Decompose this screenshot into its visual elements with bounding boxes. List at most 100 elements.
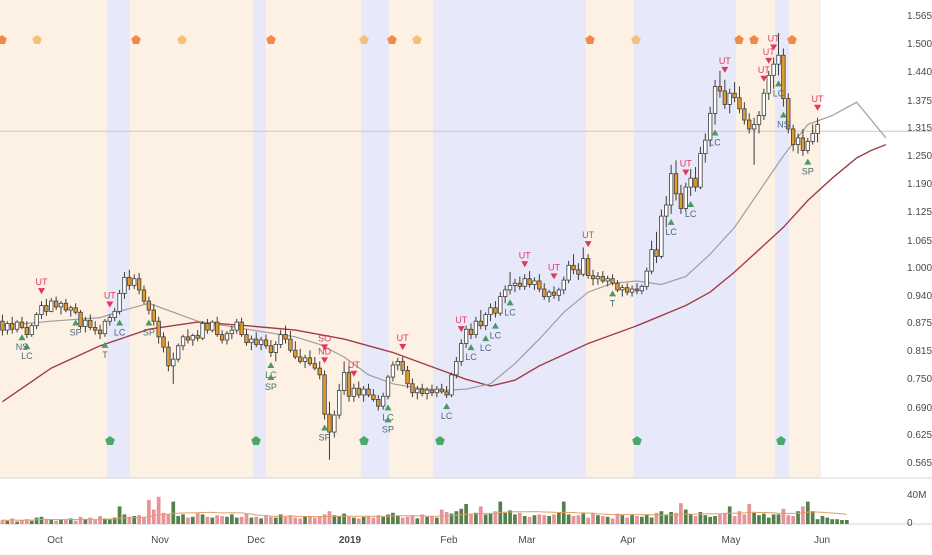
- candle-body[interactable]: [258, 339, 264, 345]
- candle-body[interactable]: [571, 264, 576, 271]
- candle-body[interactable]: [673, 173, 679, 195]
- candle-body[interactable]: [815, 124, 820, 134]
- candle-body[interactable]: [83, 319, 88, 327]
- candle-body[interactable]: [200, 323, 205, 339]
- candle-body[interactable]: [493, 307, 498, 314]
- candle-body[interactable]: [302, 357, 308, 362]
- candle-body[interactable]: [136, 278, 142, 291]
- candle-body[interactable]: [68, 307, 73, 311]
- candle-body[interactable]: [400, 361, 405, 371]
- candle-body[interactable]: [395, 361, 400, 366]
- candle-body[interactable]: [337, 390, 342, 416]
- candle-body[interactable]: [376, 399, 381, 407]
- candle-body[interactable]: [805, 141, 810, 151]
- candle-body[interactable]: [268, 345, 274, 353]
- candle-body[interactable]: [600, 276, 605, 282]
- candle-body[interactable]: [239, 321, 244, 336]
- candle-body[interactable]: [542, 288, 547, 298]
- candle-body[interactable]: [688, 177, 693, 188]
- candle-body[interactable]: [49, 300, 54, 312]
- candle-body[interactable]: [800, 137, 806, 151]
- candle-body[interactable]: [463, 328, 469, 344]
- candle-body[interactable]: [107, 317, 112, 322]
- candle-body[interactable]: [581, 258, 586, 275]
- candle-body[interactable]: [29, 325, 34, 336]
- candle-body[interactable]: [532, 280, 537, 285]
- candle-body[interactable]: [420, 388, 425, 395]
- candle-body[interactable]: [585, 258, 591, 277]
- candle-body[interactable]: [166, 346, 171, 367]
- candle-body[interactable]: [693, 177, 698, 188]
- candle-body[interactable]: [703, 139, 708, 154]
- candle-body[interactable]: [522, 278, 527, 287]
- candle-body[interactable]: [576, 269, 581, 275]
- candle-body[interactable]: [322, 374, 327, 415]
- candle-body[interactable]: [556, 289, 562, 296]
- candle-body[interactable]: [405, 369, 410, 385]
- candle-body[interactable]: [566, 264, 571, 281]
- candle-body[interactable]: [410, 383, 415, 394]
- candle-body[interactable]: [737, 97, 742, 110]
- candle-body[interactable]: [180, 336, 186, 347]
- candle-body[interactable]: [668, 173, 674, 206]
- candle-body[interactable]: [254, 338, 259, 345]
- candle-body[interactable]: [761, 92, 767, 116]
- candle-body[interactable]: [63, 302, 69, 311]
- candle-body[interactable]: [102, 320, 108, 335]
- candle-body[interactable]: [751, 124, 757, 130]
- candle-body[interactable]: [756, 115, 762, 125]
- candle-body[interactable]: [5, 323, 10, 331]
- candle-body[interactable]: [429, 389, 435, 394]
- candle-body[interactable]: [288, 338, 293, 351]
- candle-body[interactable]: [195, 335, 200, 339]
- candle-body[interactable]: [205, 323, 210, 331]
- candle-body[interactable]: [171, 358, 176, 367]
- candle-body[interactable]: [317, 367, 322, 376]
- candle-body[interactable]: [722, 90, 727, 105]
- candle-body[interactable]: [605, 278, 610, 282]
- candle-body[interactable]: [14, 321, 20, 330]
- candle-body[interactable]: [283, 334, 288, 340]
- candle-body[interactable]: [73, 307, 78, 313]
- candle-body[interactable]: [117, 293, 122, 312]
- candle-body[interactable]: [527, 278, 532, 285]
- candle-body[interactable]: [678, 193, 684, 209]
- candle-body[interactable]: [53, 300, 59, 308]
- candle-body[interactable]: [503, 289, 508, 298]
- candle-body[interactable]: [219, 334, 225, 341]
- candle-body[interactable]: [771, 63, 776, 76]
- candle-body[interactable]: [146, 300, 152, 311]
- candle-body[interactable]: [439, 388, 444, 393]
- candle-body[interactable]: [444, 391, 449, 396]
- candle-body[interactable]: [449, 374, 454, 396]
- candle-body[interactable]: [249, 338, 254, 344]
- candle-body[interactable]: [307, 357, 313, 365]
- candle-body[interactable]: [649, 249, 654, 272]
- candle-body[interactable]: [327, 413, 332, 433]
- candle-body[interactable]: [10, 323, 15, 330]
- candle-body[interactable]: [351, 387, 357, 397]
- candle-body[interactable]: [185, 336, 191, 341]
- candle-body[interactable]: [122, 276, 127, 294]
- candle-body[interactable]: [498, 296, 503, 314]
- candle-body[interactable]: [468, 328, 474, 336]
- candle-body[interactable]: [58, 302, 64, 308]
- candle-body[interactable]: [424, 389, 430, 395]
- candle-body[interactable]: [790, 128, 796, 146]
- candle-body[interactable]: [380, 395, 386, 407]
- candle-body[interactable]: [625, 287, 630, 293]
- candle-body[interactable]: [190, 335, 195, 341]
- candle-body[interactable]: [361, 388, 366, 396]
- candle-body[interactable]: [293, 349, 298, 358]
- candle-body[interactable]: [732, 92, 737, 99]
- candle-body[interactable]: [273, 344, 278, 353]
- candle-body[interactable]: [151, 309, 156, 322]
- candle-body[interactable]: [224, 333, 230, 341]
- candle-body[interactable]: [546, 291, 552, 298]
- candle-body[interactable]: [371, 394, 376, 400]
- candle-body[interactable]: [747, 119, 752, 130]
- candle-body[interactable]: [742, 108, 747, 121]
- candle-body[interactable]: [795, 137, 801, 146]
- candle-body[interactable]: [0, 320, 5, 331]
